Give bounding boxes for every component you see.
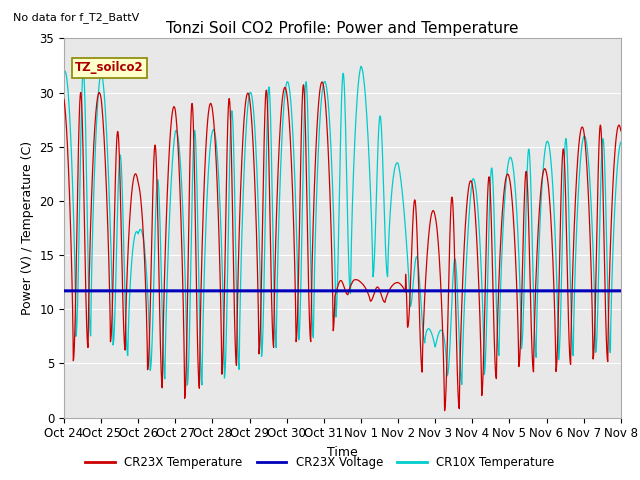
X-axis label: Time: Time — [327, 446, 358, 459]
Legend: CR23X Temperature, CR23X Voltage, CR10X Temperature: CR23X Temperature, CR23X Voltage, CR10X … — [81, 452, 559, 474]
Title: Tonzi Soil CO2 Profile: Power and Temperature: Tonzi Soil CO2 Profile: Power and Temper… — [166, 21, 518, 36]
Y-axis label: Power (V) / Temperature (C): Power (V) / Temperature (C) — [21, 141, 34, 315]
Text: No data for f_T2_BattV: No data for f_T2_BattV — [13, 12, 139, 23]
Text: TZ_soilco2: TZ_soilco2 — [75, 61, 144, 74]
